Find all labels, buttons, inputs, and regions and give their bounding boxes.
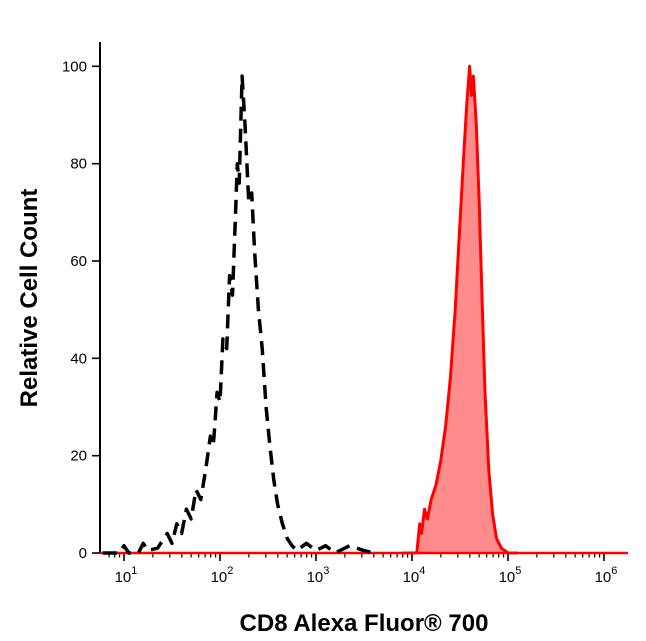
series-curve-0 <box>102 74 375 555</box>
y-tick-label: 20 <box>70 448 87 465</box>
y-tick-label: 100 <box>62 58 87 75</box>
x-tick-label: 104 <box>403 565 426 586</box>
series-fill-1 <box>402 66 518 554</box>
x-tick-label: 102 <box>211 565 234 586</box>
x-axis-title: CD8 Alexa Fluor® 700 <box>239 610 489 637</box>
x-tick-label: 103 <box>307 565 330 586</box>
series-curve-1 <box>402 64 518 555</box>
x-tick-label: 106 <box>595 565 618 586</box>
y-axis-title: Relative Cell Count <box>16 188 43 408</box>
x-tick-label: 101 <box>115 565 138 586</box>
y-tick-label: 60 <box>70 253 87 270</box>
y-tick-label: 80 <box>70 156 87 173</box>
y-tick-label: 40 <box>70 350 87 367</box>
x-tick-label: 105 <box>499 565 522 586</box>
y-tick-label: 0 <box>79 545 87 562</box>
